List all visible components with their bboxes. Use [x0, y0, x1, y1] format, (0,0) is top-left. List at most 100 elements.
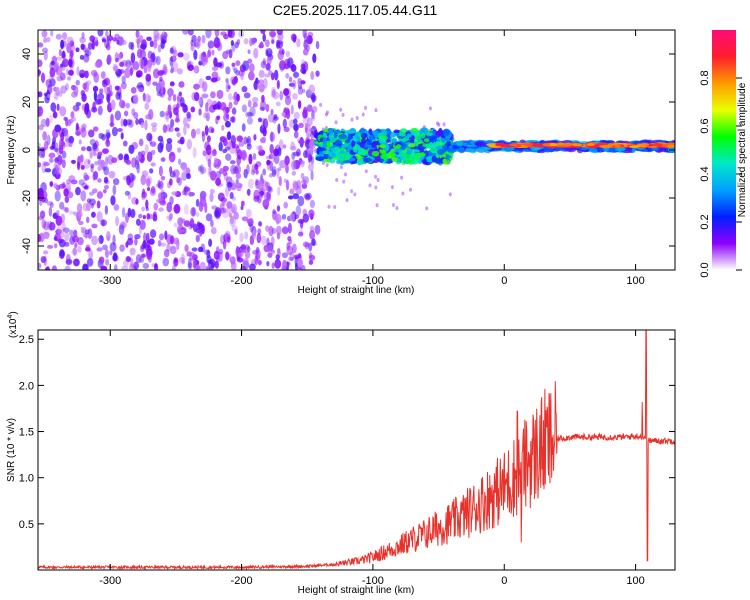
- spectrogram-cell: [295, 205, 302, 217]
- spectrogram-cell: [177, 228, 185, 234]
- spectrogram-cell: [360, 132, 368, 139]
- spectrogram-cell: [312, 53, 317, 64]
- spectrogram-cell: [192, 147, 197, 159]
- spectrogram-cell: [393, 129, 400, 134]
- spectrogram-cell: [667, 142, 675, 146]
- spectrogram-cell: [96, 247, 103, 252]
- spectrogram-cell: [246, 143, 252, 150]
- spectrogram-cell: [97, 30, 104, 37]
- spectrogram-cell: [113, 204, 120, 211]
- spectrogram-cell: [343, 172, 347, 177]
- spectrogram-cell: [58, 183, 66, 189]
- spectrogram-cell: [246, 112, 254, 117]
- spectrogram-cell: [174, 127, 180, 132]
- spectrogram-cell: [287, 222, 292, 234]
- x-tick-label: -300: [99, 275, 121, 287]
- spectrogram-cell: [232, 166, 240, 175]
- spectrogram-cell: [139, 219, 146, 230]
- spectrogram-cell: [65, 68, 69, 76]
- spectrogram-cell: [339, 107, 343, 112]
- spectrogram-cell: [277, 186, 281, 196]
- spectrogram-cell: [282, 118, 287, 129]
- spectrogram-cell: [48, 206, 53, 217]
- spectrogram-cell: [214, 39, 221, 49]
- spectrogram-cell: [302, 241, 310, 248]
- spectrogram-cell: [181, 171, 187, 182]
- spectrogram-cell: [124, 67, 131, 79]
- spectrogram-cell: [73, 258, 80, 267]
- spectrogram-cell: [364, 169, 368, 174]
- spectrogram-cell: [207, 171, 212, 177]
- spectrogram-cell: [406, 148, 413, 154]
- spectrogram-x-axis-label: Height of straight line (km): [298, 285, 415, 296]
- spectrogram-cell: [229, 160, 236, 165]
- spectrogram-cell: [308, 242, 313, 252]
- spectrogram-cell: [70, 179, 78, 185]
- spectrogram-cell: [111, 157, 118, 164]
- spectrogram-cell: [38, 262, 42, 269]
- spectrogram-cell: [247, 217, 254, 227]
- y-tick-label: 0: [21, 147, 33, 153]
- spectrogram-cell: [234, 228, 238, 235]
- spectrogram-cell: [275, 225, 282, 235]
- spectrogram-cell: [220, 197, 228, 203]
- spectrogram-cell: [91, 40, 95, 50]
- spectrogram-cell: [311, 105, 318, 113]
- spectrogram-cell: [199, 196, 207, 207]
- spectrogram-cell: [210, 219, 214, 228]
- spectrogram-cell: [408, 142, 416, 148]
- spectrogram-cell: [400, 150, 408, 157]
- spectrogram-cell: [106, 93, 111, 104]
- spectrogram-cell: [110, 99, 116, 111]
- spectrogram-cell: [121, 207, 126, 218]
- spectrogram-cell: [289, 213, 295, 222]
- spectrogram-cell: [292, 181, 299, 191]
- spectrogram-cell: [79, 54, 85, 60]
- spectrogram-cell: [264, 73, 271, 78]
- spectrogram-cell: [213, 250, 220, 260]
- spectrogram-cell: [41, 148, 46, 159]
- colorbar-tick-label: 0.2: [699, 214, 711, 229]
- spectrogram-cell: [75, 186, 81, 196]
- spectrogram-cell: [426, 155, 434, 163]
- spectrogram-cell: [300, 172, 305, 180]
- spectrogram-cell: [103, 185, 109, 190]
- x-tick-label: -200: [231, 575, 253, 587]
- spectrogram-cell: [225, 251, 230, 261]
- spectrogram-cell: [293, 123, 299, 132]
- spectrogram-cell: [246, 246, 251, 253]
- spectrogram-cell: [188, 190, 192, 197]
- spectrogram-cell: [64, 241, 70, 247]
- spectrogram-cell: [170, 118, 175, 128]
- spectrogram-cell: [374, 108, 378, 113]
- spectrogram-cell: [50, 30, 54, 37]
- spectrogram-cell: [183, 104, 189, 113]
- spectrogram-cell: [144, 119, 148, 131]
- spectrogram-cell: [368, 128, 373, 135]
- y-tick-label: -40: [21, 238, 33, 254]
- spectrogram-cell: [60, 72, 66, 81]
- x-tick-label: -100: [362, 575, 384, 587]
- spectrogram-cell: [38, 233, 42, 243]
- spectrogram-cell: [228, 212, 232, 218]
- spectrogram-cell: [43, 37, 48, 44]
- spectrogram-cell: [91, 211, 96, 218]
- spectrogram-cell: [273, 148, 279, 157]
- spectrogram-cell: [190, 128, 197, 139]
- spectrogram-cell: [105, 231, 111, 242]
- spectrogram-cell: [68, 69, 74, 76]
- spectrogram-cell: [183, 186, 191, 192]
- spectrogram-cell: [182, 30, 189, 35]
- x-tick-label: 100: [626, 575, 644, 587]
- spectrogram-cell: [191, 91, 198, 101]
- spectrogram-cell: [289, 251, 295, 261]
- spectrogram-cell: [178, 256, 186, 264]
- spectrogram-cell: [167, 87, 174, 97]
- spectrogram-cell: [348, 130, 356, 134]
- spectrogram-cell: [38, 70, 42, 75]
- spectrogram-cell: [257, 117, 263, 123]
- spectrogram-cell: [125, 212, 129, 223]
- spectrogram-cell: [160, 138, 164, 150]
- spectrogram-cell: [86, 146, 92, 152]
- spectrogram-cell: [125, 102, 130, 109]
